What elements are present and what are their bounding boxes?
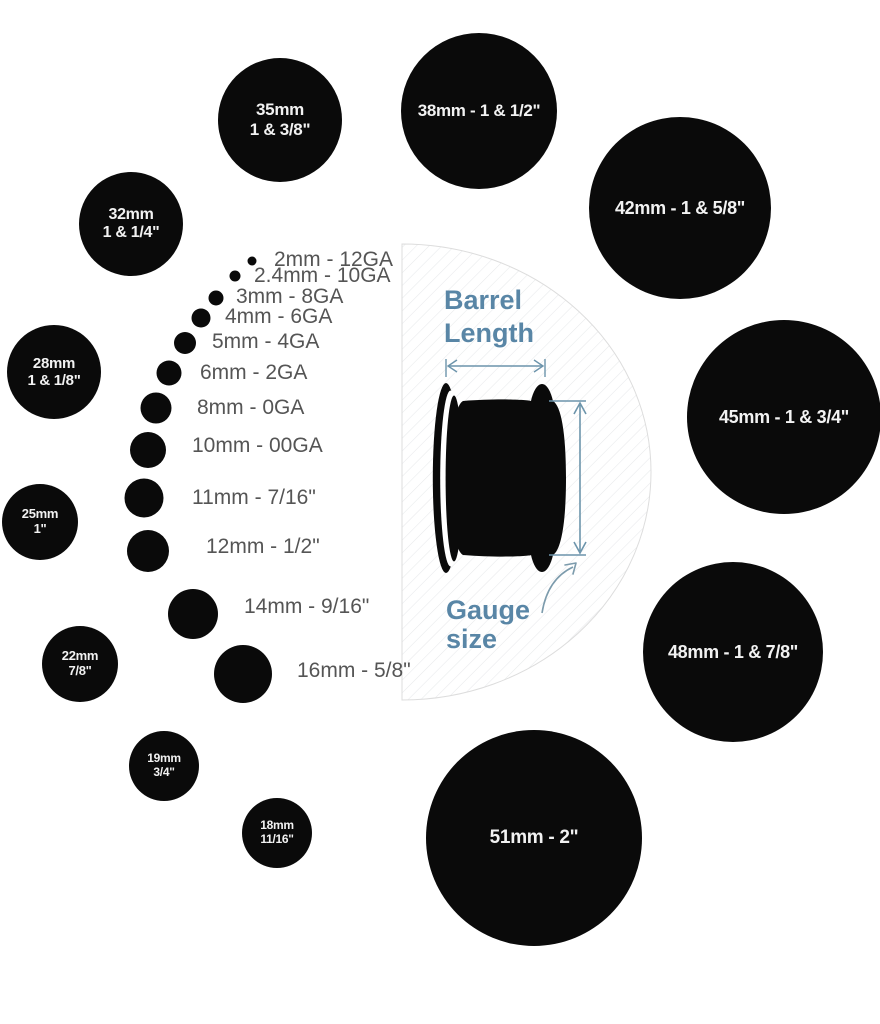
svg-text:8mm - 0GA: 8mm - 0GA [197,396,304,419]
svg-text:2.4mm - 10GA: 2.4mm - 10GA [254,264,391,287]
svg-text:16mm - 5/8": 16mm - 5/8" [297,659,411,682]
svg-text:14mm - 9/16": 14mm - 9/16" [244,595,369,618]
svg-text:5mm - 4GA: 5mm - 4GA [212,330,319,353]
svg-text:6mm - 2GA: 6mm - 2GA [200,361,307,384]
svg-text:10mm - 00GA: 10mm - 00GA [192,434,323,457]
svg-text:11mm - 7/16": 11mm - 7/16" [192,486,316,509]
svg-text:4mm - 6GA: 4mm - 6GA [225,305,332,328]
svg-text:12mm - 1/2": 12mm - 1/2" [206,535,320,558]
